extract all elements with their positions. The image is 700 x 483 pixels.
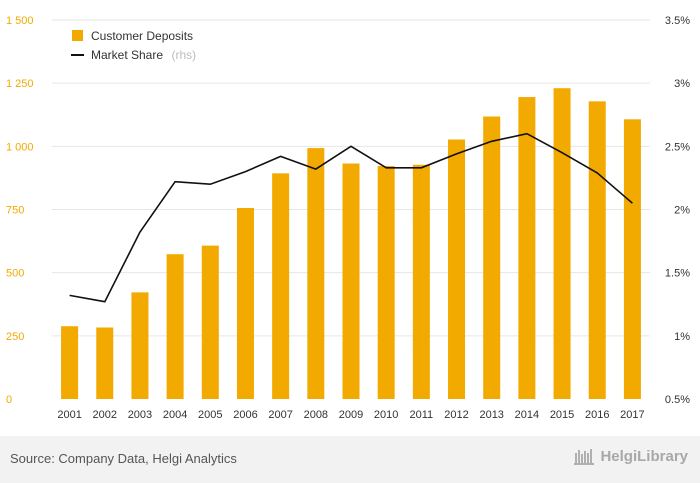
bar-customer-deposits-2005: [202, 246, 219, 399]
left-tick-label: 1 500: [6, 15, 34, 27]
left-tick-label: 0: [6, 394, 12, 406]
bar-customer-deposits-2016: [589, 101, 606, 399]
left-axis-ticks: 0 250 500 750 1 000 1 250 1 500: [6, 15, 34, 406]
x-tick-label: 2003: [128, 409, 152, 421]
x-tick-label: 2016: [585, 409, 609, 421]
bar-customer-deposits-2015: [554, 88, 571, 399]
left-tick-label: 250: [6, 331, 24, 343]
bar-customer-deposits-2011: [413, 165, 430, 399]
right-tick-label: 2%: [674, 205, 690, 217]
right-tick-label: 3%: [674, 78, 690, 90]
right-tick-label: 1%: [674, 331, 690, 343]
right-tick-label: 3.5%: [665, 15, 690, 27]
x-tick-label: 2007: [268, 409, 292, 421]
x-axis-ticks: 2001 2002 2003 2004 2005 2006 2007 2008 2009 2010…: [57, 409, 644, 421]
bar-customer-deposits-2007: [272, 173, 289, 399]
legend-label-customer-deposits: Customer Deposits: [91, 29, 193, 43]
helgi-library-logo: HelgiLibrary: [574, 447, 688, 465]
x-tick-label: 2009: [339, 409, 363, 421]
right-tick-label: 1.5%: [665, 268, 690, 280]
legend: Customer Deposits Market Share (rhs): [71, 29, 196, 63]
x-tick-label: 2013: [479, 409, 503, 421]
x-tick-label: 2015: [550, 409, 574, 421]
left-tick-label: 1 250: [6, 78, 34, 90]
legend-label-market-share: Market Share (rhs): [91, 46, 196, 63]
bar-customer-deposits-2014: [518, 97, 535, 399]
x-tick-label: 2002: [93, 409, 117, 421]
x-tick-label: 2005: [198, 409, 222, 421]
bar-series-customer-deposits: [61, 88, 641, 399]
x-tick-label: 2011: [410, 409, 434, 421]
bar-customer-deposits-2017: [624, 119, 641, 399]
bar-customer-deposits-2008: [307, 148, 324, 399]
right-axis-ticks: 0.5% 1% 1.5% 2% 2.5% 3% 3.5%: [665, 15, 690, 406]
x-tick-label: 2006: [233, 409, 257, 421]
chart: 0 250 500 750 1 000 1 250 1 500 0.5% 1% 1.5% 2% 2.…: [0, 0, 700, 436]
x-tick-label: 2008: [304, 409, 328, 421]
bar-customer-deposits-2003: [131, 292, 148, 399]
bar-customer-deposits-2006: [237, 208, 254, 399]
source-note: Source: Company Data, Helgi Analytics: [10, 451, 237, 466]
right-tick-label: 0.5%: [665, 394, 690, 406]
bar-customer-deposits-2004: [167, 254, 184, 399]
right-tick-label: 2.5%: [665, 141, 690, 153]
left-tick-label: 500: [6, 268, 24, 280]
bar-customer-deposits-2013: [483, 117, 500, 399]
bar-customer-deposits-2009: [343, 164, 360, 399]
bar-customer-deposits-2012: [448, 140, 465, 399]
bar-customer-deposits-2001: [61, 326, 78, 399]
x-tick-label: 2014: [515, 409, 539, 421]
x-tick-label: 2001: [57, 409, 81, 421]
bar-customer-deposits-2002: [96, 327, 113, 399]
left-tick-label: 1 000: [6, 141, 34, 153]
library-icon: [574, 447, 596, 465]
legend-label-market-share-name: Market Share: [91, 48, 163, 62]
legend-swatch-customer-deposits: [72, 30, 83, 41]
x-tick-label: 2004: [163, 409, 187, 421]
bar-customer-deposits-2010: [378, 166, 395, 399]
left-tick-label: 750: [6, 205, 24, 217]
legend-label-market-share-suffix: (rhs): [171, 48, 196, 62]
x-tick-label: 2012: [444, 409, 468, 421]
x-tick-label: 2017: [620, 409, 644, 421]
logo-text: HelgiLibrary: [600, 448, 688, 465]
x-tick-label: 2010: [374, 409, 398, 421]
